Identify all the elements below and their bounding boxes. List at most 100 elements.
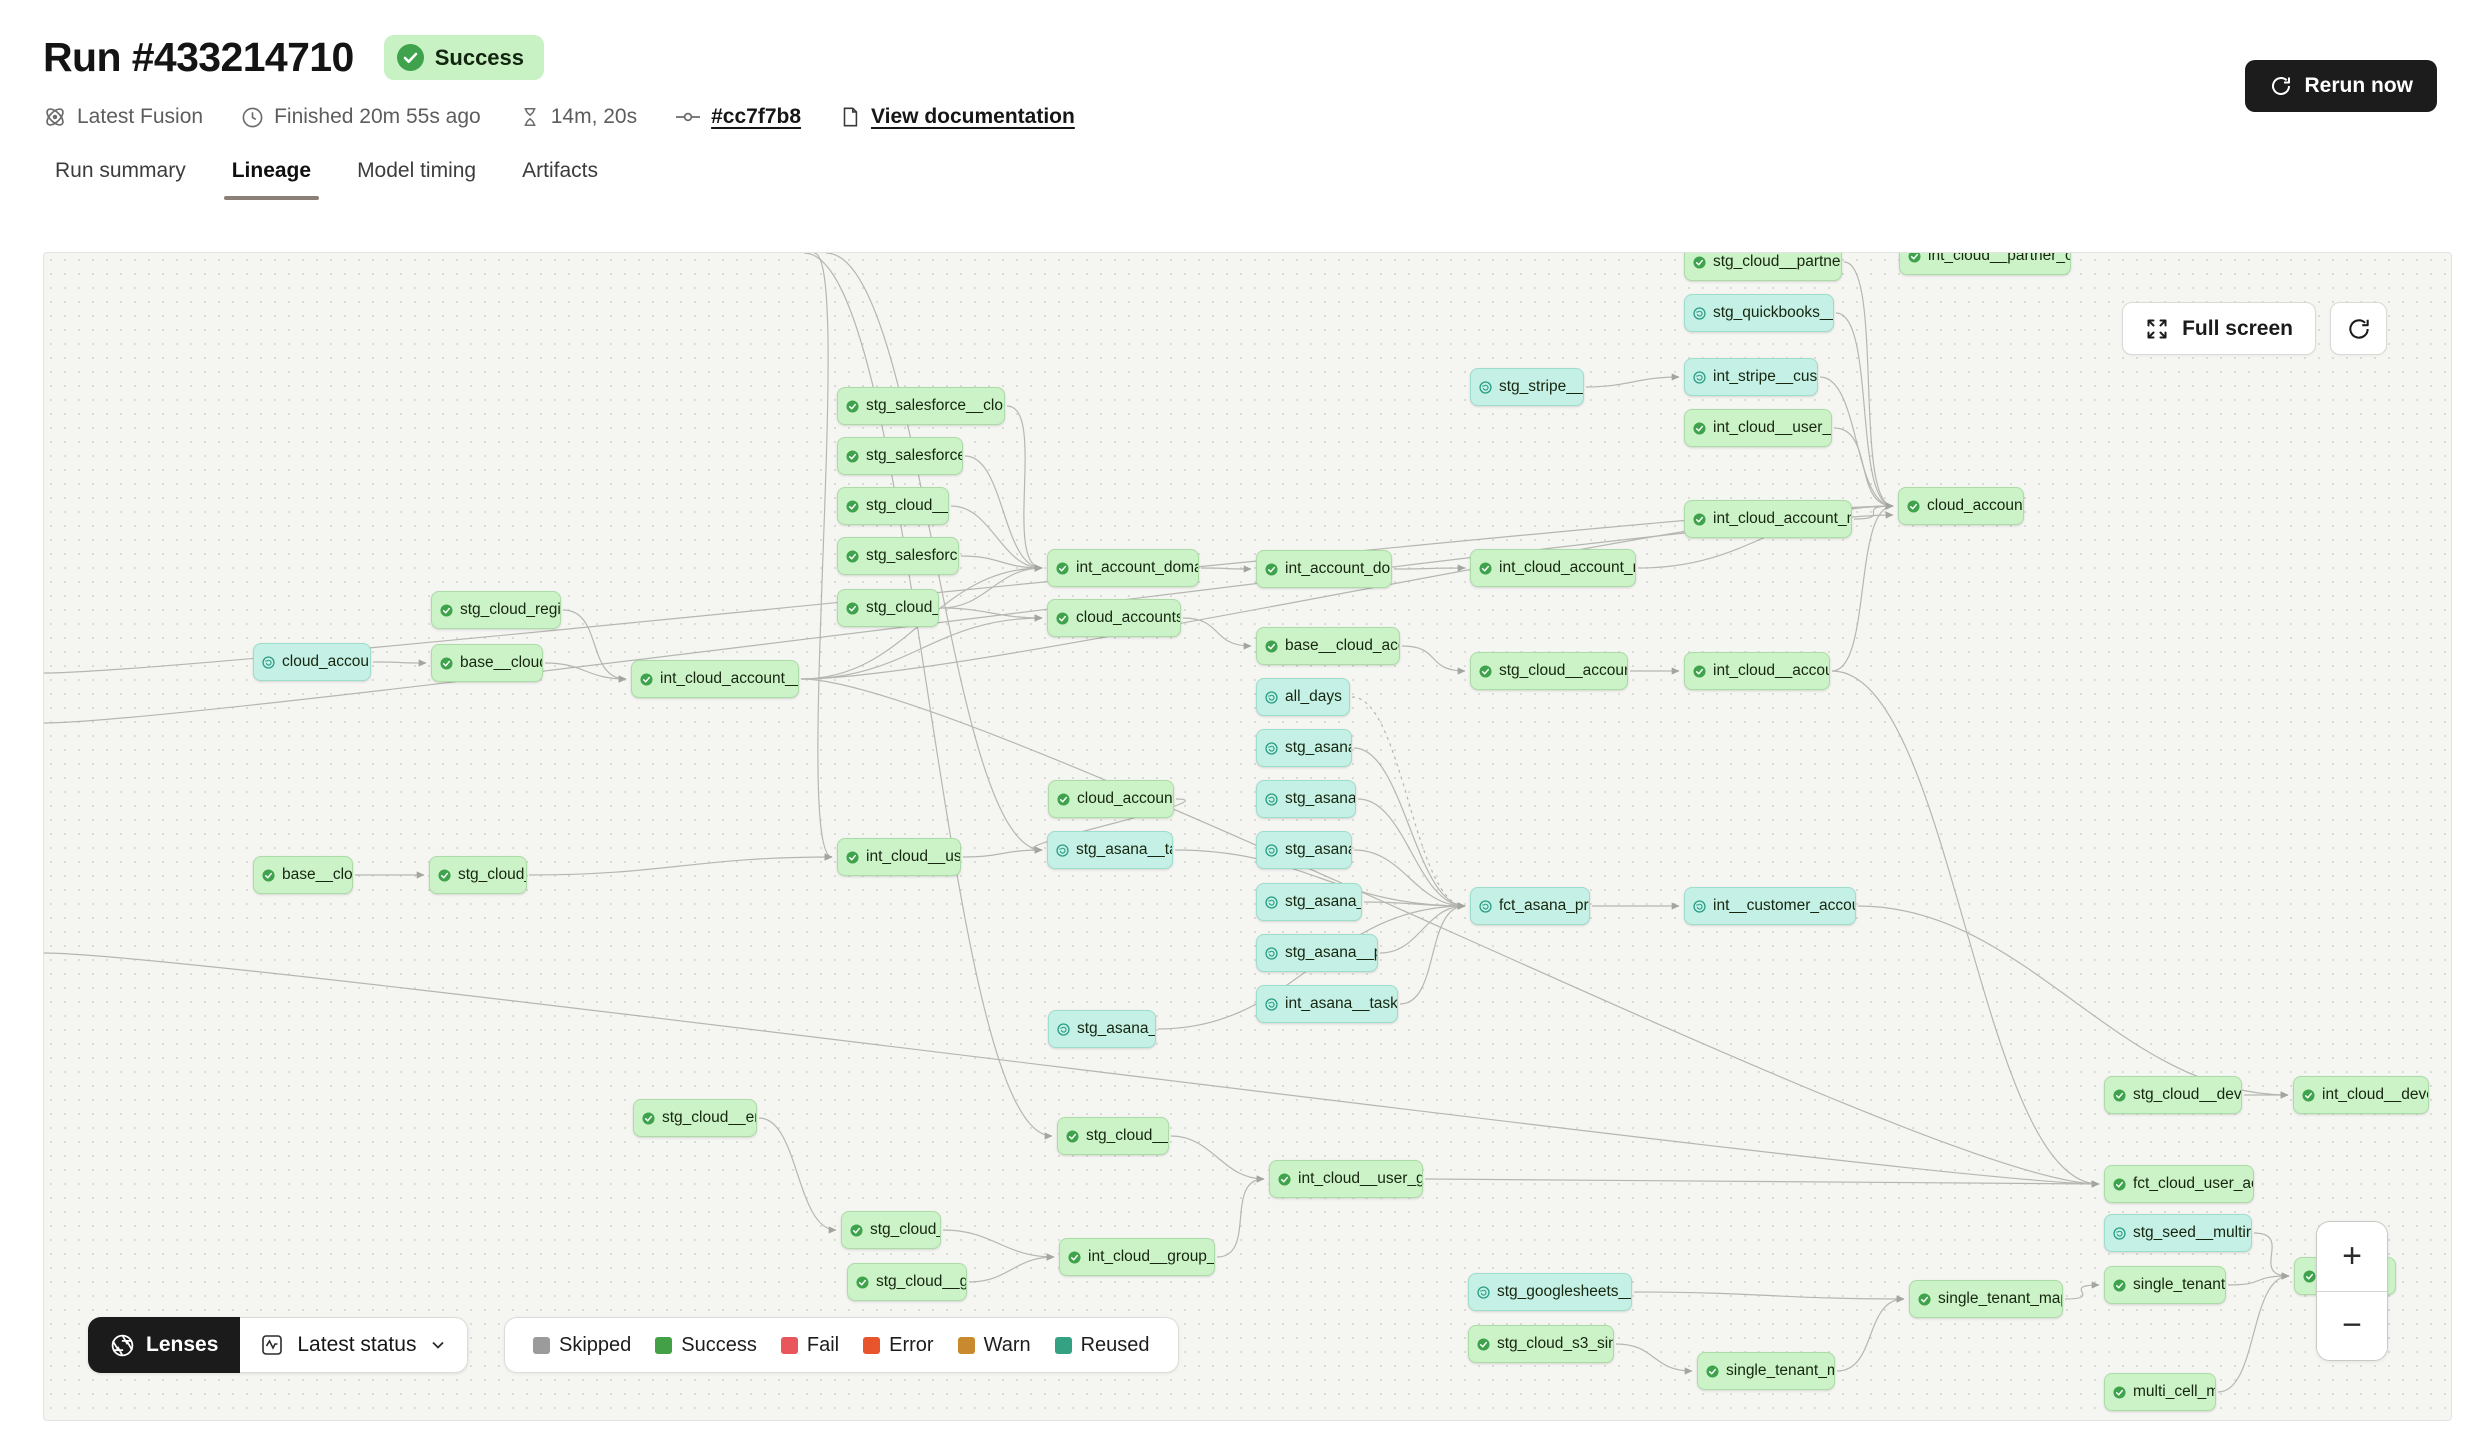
lineage-node[interactable]: base__clou… — [253, 856, 353, 894]
node-label: fct_cloud_user_acc… — [2133, 1175, 2253, 1192]
tab-model-timing[interactable]: Model timing — [357, 159, 477, 182]
node-label: fct_asana_proj… — [1499, 897, 1589, 914]
lineage-node[interactable]: stg_stripe__c… — [1470, 368, 1584, 406]
fullscreen-button[interactable]: Full screen — [2122, 302, 2316, 355]
fusion-icon — [46, 108, 64, 126]
lineage-node[interactable]: stg_asana__tas… — [1047, 831, 1173, 869]
lineage-node[interactable]: stg_cloud_… — [841, 1211, 941, 1249]
lineage-node[interactable]: stg_asana_… — [1256, 780, 1356, 818]
tab-lineage[interactable]: Lineage — [223, 159, 320, 200]
success-status-icon — [1918, 1292, 1931, 1306]
rerun-now-label: Rerun now — [2304, 74, 2414, 97]
success-status-icon — [850, 1223, 863, 1237]
lineage-node[interactable]: stg_asana__… — [1048, 1010, 1156, 1048]
legend-color-chip — [533, 1336, 550, 1354]
lineage-node[interactable]: int_cloud__user_ac… — [1684, 409, 1832, 447]
lineage-node[interactable]: int_cloud__devel… — [2293, 1076, 2429, 1114]
lineage-node[interactable]: stg_cloud__partner_c… — [1684, 253, 1842, 281]
lineage-node[interactable]: int_cloud__partner_con… — [1899, 253, 2071, 275]
lineage-node[interactable]: stg_quickbooks__a… — [1684, 294, 1834, 332]
page-title: Run #433214710 — [43, 34, 354, 80]
tab-run-summary[interactable]: Run summary — [55, 159, 186, 182]
lenses-button[interactable]: Lenses — [88, 1317, 241, 1373]
lineage-node[interactable]: int_cloud_account__m… — [631, 660, 799, 698]
lineage-node[interactable]: cloud_account… — [253, 643, 371, 681]
node-label: single_tenant_… — [2133, 1276, 2226, 1293]
lineage-node[interactable]: int__customer_account… — [1684, 887, 1856, 925]
lineage-node[interactable]: stg_cloud_region… — [431, 591, 561, 629]
lineage-node[interactable]: int_cloud__accoun… — [1684, 652, 1830, 690]
node-label: int_cloud__devel… — [2322, 1086, 2428, 1103]
node-label: stg_asana… — [1285, 841, 1351, 858]
lineage-node[interactable]: stg_asana… — [1256, 729, 1352, 767]
lineage-node[interactable]: all_days — [1256, 678, 1350, 716]
success-status-icon — [2303, 1269, 2316, 1283]
lineage-node[interactable]: int_stripe__custo… — [1684, 358, 1818, 396]
lineage-node[interactable]: fct_cloud_user_acc… — [2104, 1165, 2254, 1203]
lineage-node[interactable]: stg_salesforce… — [837, 537, 959, 575]
lineage-edge — [803, 253, 1053, 1140]
success-status-icon — [846, 449, 859, 463]
lineage-node[interactable]: stg_cloud_s3_singl… — [1468, 1325, 1614, 1363]
lineage-node[interactable]: stg_asana__pr… — [1256, 934, 1378, 972]
meta-commit[interactable]: #cc7f7b8 — [675, 105, 801, 129]
lineage-node[interactable]: single_tenant_mapp… — [1909, 1280, 2063, 1318]
lineage-edge — [1353, 747, 1466, 910]
lineage-node[interactable]: fct_asana_proj… — [1470, 887, 1590, 925]
lineage-node[interactable]: stg_salesforce__cloud_… — [837, 387, 1005, 425]
lineage-node[interactable]: int_account_domain… — [1047, 549, 1199, 587]
zoom-in-button[interactable]: + — [2317, 1222, 2387, 1291]
lineage-node[interactable]: stg_cloud__email… — [633, 1099, 757, 1137]
success-status-icon — [1706, 1364, 1719, 1378]
zoom-out-button[interactable]: − — [2317, 1291, 2387, 1360]
lineage-node[interactable]: multi_cell_m… — [2104, 1373, 2216, 1411]
node-label: stg_cloud__partner_c… — [1713, 253, 1841, 270]
lineage-node[interactable]: single_tenant_… — [2104, 1266, 2226, 1304]
hourglass-icon — [524, 107, 536, 127]
lineage-node[interactable]: cloud_account… — [1898, 487, 2024, 525]
legend-item-error: Error — [863, 1334, 934, 1357]
lineage-node[interactable]: int_cloud_account_ma… — [1470, 549, 1636, 587]
tab-artifacts[interactable]: Artifacts — [522, 159, 598, 182]
lineage-node[interactable]: stg_cloud__… — [837, 589, 939, 627]
legend-item-fail: Fail — [780, 1334, 839, 1357]
lineage-node[interactable]: int_account_dom… — [1256, 550, 1392, 588]
lineage-node[interactable]: stg_cloud__devel… — [2104, 1076, 2242, 1114]
rerun-now-button[interactable]: Rerun now — [2244, 60, 2437, 112]
lineage-node[interactable]: int_cloud_account_ma… — [1684, 500, 1852, 538]
lineage-node[interactable]: stg_seed__multireg… — [2104, 1214, 2252, 1252]
lineage-node[interactable]: int_cloud__us… — [837, 838, 961, 876]
commit-link[interactable]: #cc7f7b8 — [711, 105, 802, 128]
lineage-node[interactable]: single_tenant_map… — [1697, 1352, 1835, 1390]
legend-color-chip — [863, 1336, 881, 1354]
lens-selected-value: Latest status — [297, 1333, 417, 1356]
meta-label: Finished 20m 55s ago — [274, 105, 481, 128]
lineage-node[interactable]: stg_asana__… — [1256, 883, 1362, 921]
reused-status-icon — [1056, 843, 1069, 857]
node-label: stg_asana__… — [1077, 1020, 1155, 1037]
lineage-node[interactable]: stg_cloud__group… — [847, 1263, 967, 1301]
lineage-node[interactable]: stg_googlesheets__sin… — [1468, 1273, 1632, 1311]
lineage-edge — [1353, 849, 1466, 910]
lineage-node[interactable]: stg_cloud__us… — [837, 487, 949, 525]
lineage-node[interactable]: base__cloud_acco… — [1256, 627, 1400, 665]
lineage-node[interactable]: stg_cloud_… — [429, 856, 527, 894]
lineage-node[interactable]: int_asana__task_s… — [1256, 985, 1398, 1023]
lineage-node[interactable]: cloud_accounts_… — [1047, 599, 1181, 637]
lineage-node[interactable]: stg_cloud__us… — [1057, 1117, 1169, 1155]
lineage-node[interactable]: stg_asana… — [1256, 831, 1352, 869]
lineage-node[interactable]: int_cloud__user_group… — [1269, 1160, 1423, 1198]
lens-select[interactable]: Latest status — [240, 1317, 469, 1373]
lineage-node[interactable]: cloud_account… — [1048, 780, 1174, 818]
lineage-node[interactable]: int_cloud__group_per… — [1059, 1238, 1215, 1276]
legend-item-success: Success — [655, 1334, 757, 1357]
meta-docs[interactable]: View documentation — [839, 105, 1075, 129]
refresh-layout-button[interactable] — [2330, 302, 2387, 355]
view-documentation-link[interactable]: View documentation — [871, 105, 1075, 128]
node-label: stg_cloud__us… — [1086, 1127, 1169, 1144]
success-status-icon — [846, 399, 859, 413]
lineage-node[interactable]: stg_cloud__accounts… — [1470, 652, 1628, 690]
lineage-node[interactable]: base__cloud_… — [431, 644, 543, 682]
lineage-canvas[interactable]: cloud_account… stg_cloud_region… base__clo… — [43, 252, 2452, 1421]
lineage-node[interactable]: stg_salesforce_… — [837, 437, 963, 475]
